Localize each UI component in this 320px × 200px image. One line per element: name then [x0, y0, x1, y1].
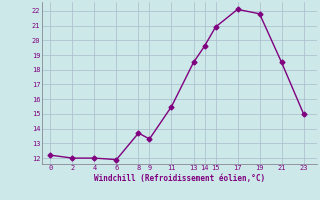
- X-axis label: Windchill (Refroidissement éolien,°C): Windchill (Refroidissement éolien,°C): [94, 174, 265, 183]
